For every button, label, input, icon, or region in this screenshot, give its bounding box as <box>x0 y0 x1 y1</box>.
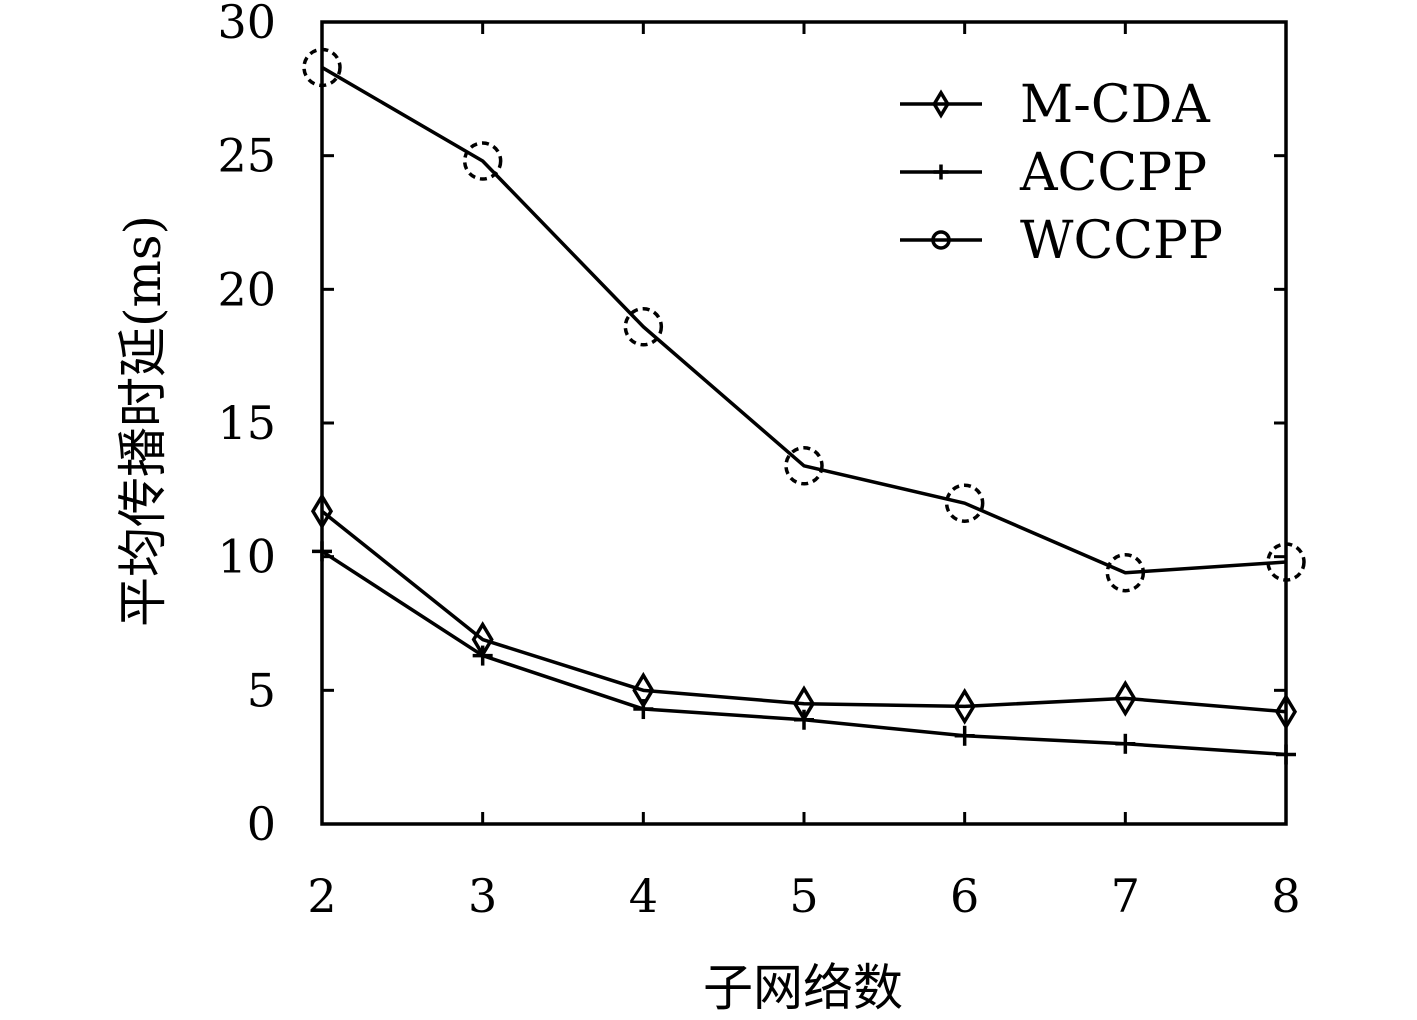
series-accpp <box>312 541 1296 765</box>
data-point <box>954 725 975 746</box>
legend: M-CDA ACCPP WCCPP <box>900 75 1223 271</box>
y-tick-label: 25 <box>217 129 276 183</box>
x-tick-label: 5 <box>789 869 818 923</box>
y-tick-label: 0 <box>247 797 276 851</box>
legend-item-wccpp: WCCPP <box>900 211 1223 271</box>
y-tick-label: 5 <box>247 663 276 717</box>
data-point <box>932 89 950 119</box>
data-point <box>302 47 342 88</box>
data-point <box>633 699 654 720</box>
series-m-cda <box>310 492 1298 731</box>
data-point <box>784 446 824 486</box>
series-line <box>320 509 1287 714</box>
x-axis-title: 子网络数 <box>703 959 903 1017</box>
data-point <box>623 307 664 347</box>
y-tick-label: 15 <box>217 396 276 450</box>
axis-ticks: 2 3 4 5 6 7 8 0 5 10 15 20 25 30 <box>217 0 1300 923</box>
y-tick-label: 10 <box>217 530 276 584</box>
legend-label: ACCPP <box>1019 143 1207 203</box>
data-point <box>1115 733 1136 754</box>
legend-label: M-CDA <box>1020 75 1211 135</box>
data-point <box>933 164 949 180</box>
series-line <box>321 65 1287 575</box>
y-axis-title: 平均传播时延(ms) <box>114 215 172 627</box>
data-point <box>1105 552 1146 593</box>
x-tick-label: 6 <box>950 869 979 923</box>
x-tick-label: 8 <box>1271 869 1300 923</box>
data-point <box>1276 744 1296 765</box>
data-point <box>472 645 493 666</box>
x-tick-label: 7 <box>1111 869 1140 923</box>
data-point <box>1274 693 1298 731</box>
x-tick-label: 3 <box>468 869 497 923</box>
y-tick-label: 20 <box>217 262 276 316</box>
data-point <box>794 709 814 730</box>
legend-marker <box>931 230 951 250</box>
y-tick-label: 30 <box>217 0 276 49</box>
data-point <box>953 687 976 725</box>
legend-item-accpp: ACCPP <box>900 143 1207 203</box>
legend-item-m-cda: M-CDA <box>900 75 1211 135</box>
data-point <box>944 483 985 523</box>
data-point <box>310 492 334 530</box>
x-tick-label: 2 <box>307 869 336 923</box>
data-point <box>1266 542 1306 582</box>
data-point <box>312 541 332 562</box>
series-wccpp <box>302 47 1306 593</box>
series-group <box>302 47 1306 765</box>
data-point <box>1114 679 1137 717</box>
legend-label: WCCPP <box>1020 211 1223 271</box>
data-point <box>462 141 503 181</box>
x-tick-label: 4 <box>629 869 658 923</box>
